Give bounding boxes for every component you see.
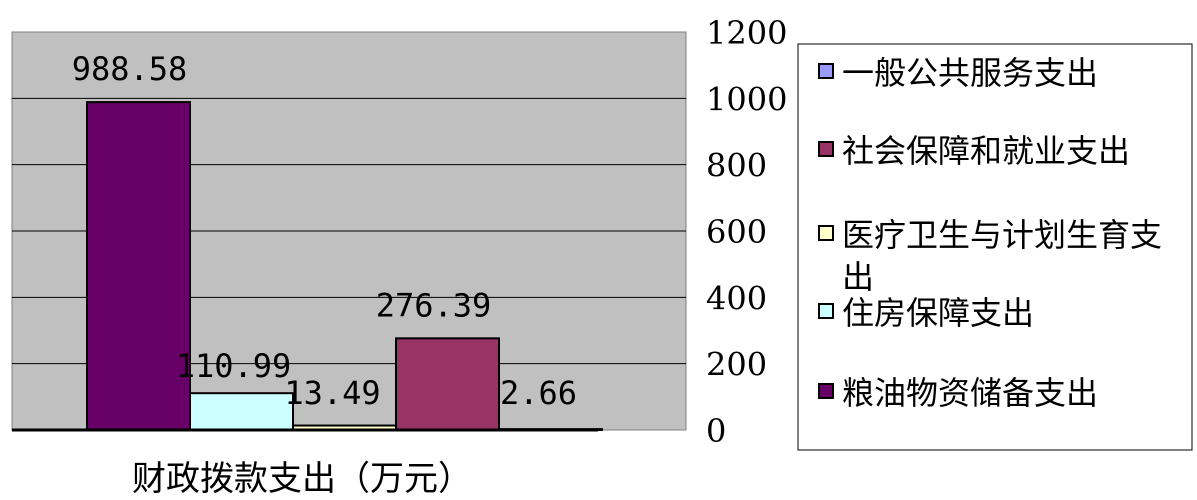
- y-tick-label: 1000: [706, 80, 787, 118]
- y-tick-label: 200: [706, 346, 767, 384]
- data-label: 13.49: [284, 374, 380, 412]
- x-axis-label: 财政拨款支出（万元）: [132, 459, 472, 499]
- legend-swatch: [818, 141, 834, 157]
- data-label: 110.99: [176, 347, 292, 385]
- y-tick-label: 600: [706, 213, 767, 251]
- bar: [86, 101, 191, 431]
- legend-swatch: [818, 225, 834, 241]
- data-label: 276.39: [376, 286, 492, 324]
- legend-label: 住房保障支出: [842, 294, 1034, 332]
- legend-swatch: [818, 303, 834, 319]
- data-label: 2.66: [500, 374, 577, 412]
- legend-swatch: [818, 63, 834, 79]
- bar: [189, 392, 294, 432]
- y-axis-ticks: 1200 1000 800 600 400 200 0: [706, 14, 787, 450]
- y-tick-label: 1200: [706, 14, 787, 52]
- legend-label: 粮油物资储备支出: [842, 374, 1098, 412]
- legend-label: 社会保障和就业支出: [842, 132, 1130, 170]
- legend-label: 医疗卫生与计划生育支出: [842, 216, 1162, 296]
- y-tick-label: 400: [706, 279, 767, 317]
- y-tick-label: 800: [706, 147, 767, 185]
- legend-label: 一般公共服务支出: [842, 54, 1098, 92]
- legend-box: [797, 43, 1193, 451]
- legend-swatch: [818, 383, 834, 399]
- y-tick-label: 0: [706, 412, 726, 450]
- data-label: 988.58: [72, 50, 188, 88]
- legend: 一般公共服务支出社会保障和就业支出医疗卫生与计划生育支出住房保障支出粮油物资储备…: [818, 54, 1162, 412]
- bar: [395, 337, 500, 432]
